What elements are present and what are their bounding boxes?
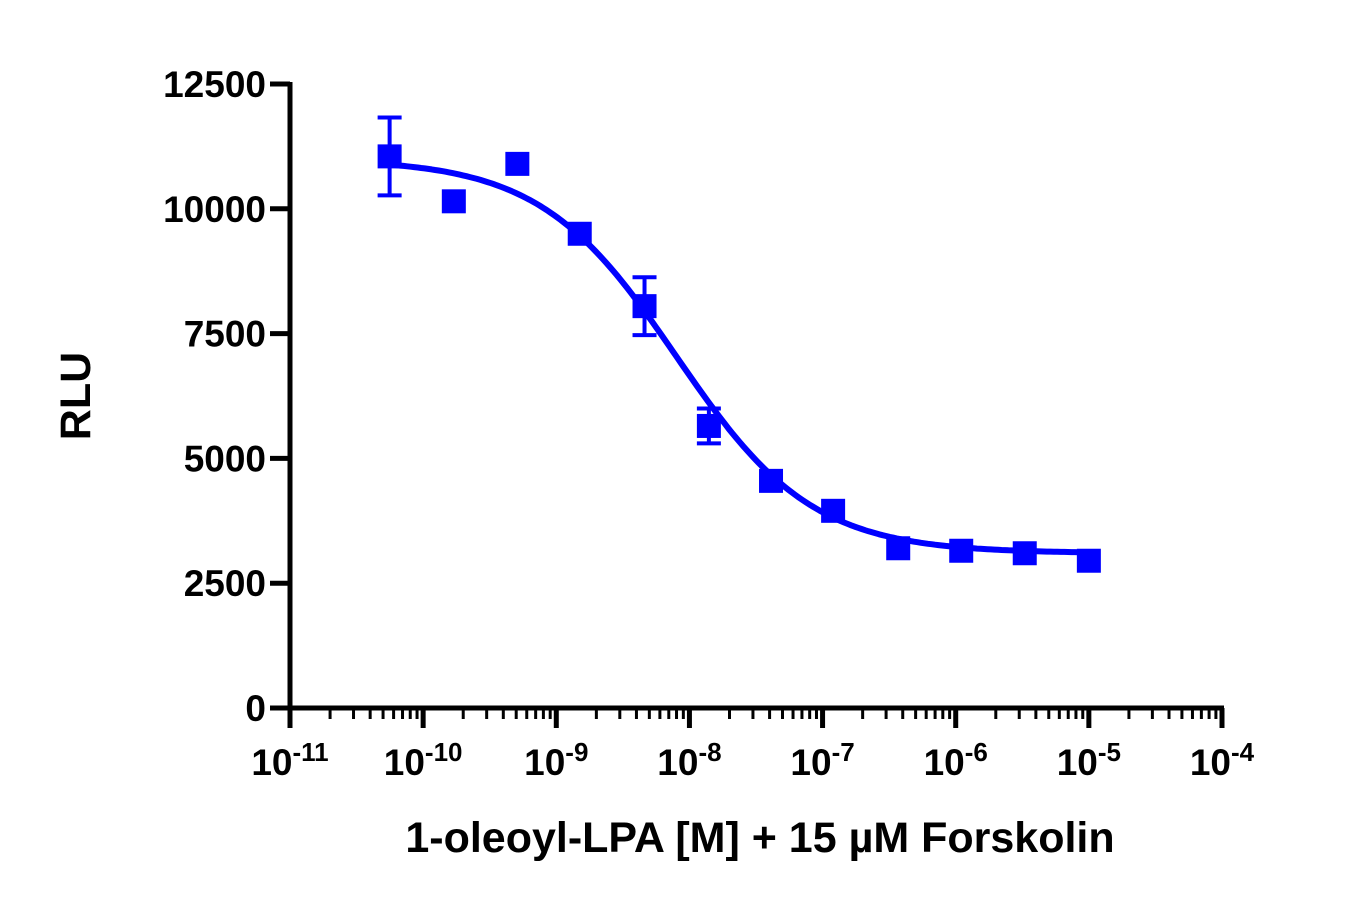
x-tick-label: 10-4	[1190, 737, 1255, 783]
data-points-group	[377, 115, 1101, 573]
x-axis-title: 1-oleoyl-LPA [M] + 15 µM Forskolin	[405, 814, 1114, 862]
fit-curve-group	[389, 161, 1089, 556]
x-tick-label: 10-10	[384, 737, 463, 783]
y-axis-ticks: 0 2500 5000 7500 10000 12500	[163, 64, 290, 729]
data-point	[632, 294, 657, 319]
y-tick-label: 10000	[163, 189, 266, 230]
y-axis-title: RLU	[52, 352, 100, 440]
x-tick-label: 10-8	[657, 737, 721, 783]
x-tick-label: 10-11	[251, 737, 328, 783]
x-tick-label: 10-5	[1057, 737, 1121, 783]
data-point	[1012, 541, 1037, 566]
y-tick-label: 2500	[184, 563, 266, 604]
x-tick-label: 10-7	[790, 737, 854, 783]
data-point	[886, 536, 911, 561]
data-point	[377, 144, 402, 169]
x-tick-label: 10-6	[924, 737, 988, 783]
x-tick-label: 10-9	[524, 737, 588, 783]
y-tick-label: 7500	[184, 314, 266, 355]
y-tick-label: 0	[245, 688, 266, 729]
x-axis-ticks: 10-11 10-10 10-9 10-8 10-7 10-6 10-5 10-4	[251, 708, 1255, 783]
fit-curve	[389, 161, 1089, 556]
data-point	[759, 468, 784, 493]
data-point	[821, 498, 846, 523]
data-point	[696, 413, 721, 438]
data-point	[949, 538, 974, 563]
data-point	[441, 189, 466, 214]
data-point	[1076, 548, 1101, 573]
data-point	[567, 221, 592, 246]
y-tick-label: 12500	[163, 64, 266, 105]
y-tick-label: 5000	[184, 438, 266, 479]
data-point	[505, 151, 530, 176]
